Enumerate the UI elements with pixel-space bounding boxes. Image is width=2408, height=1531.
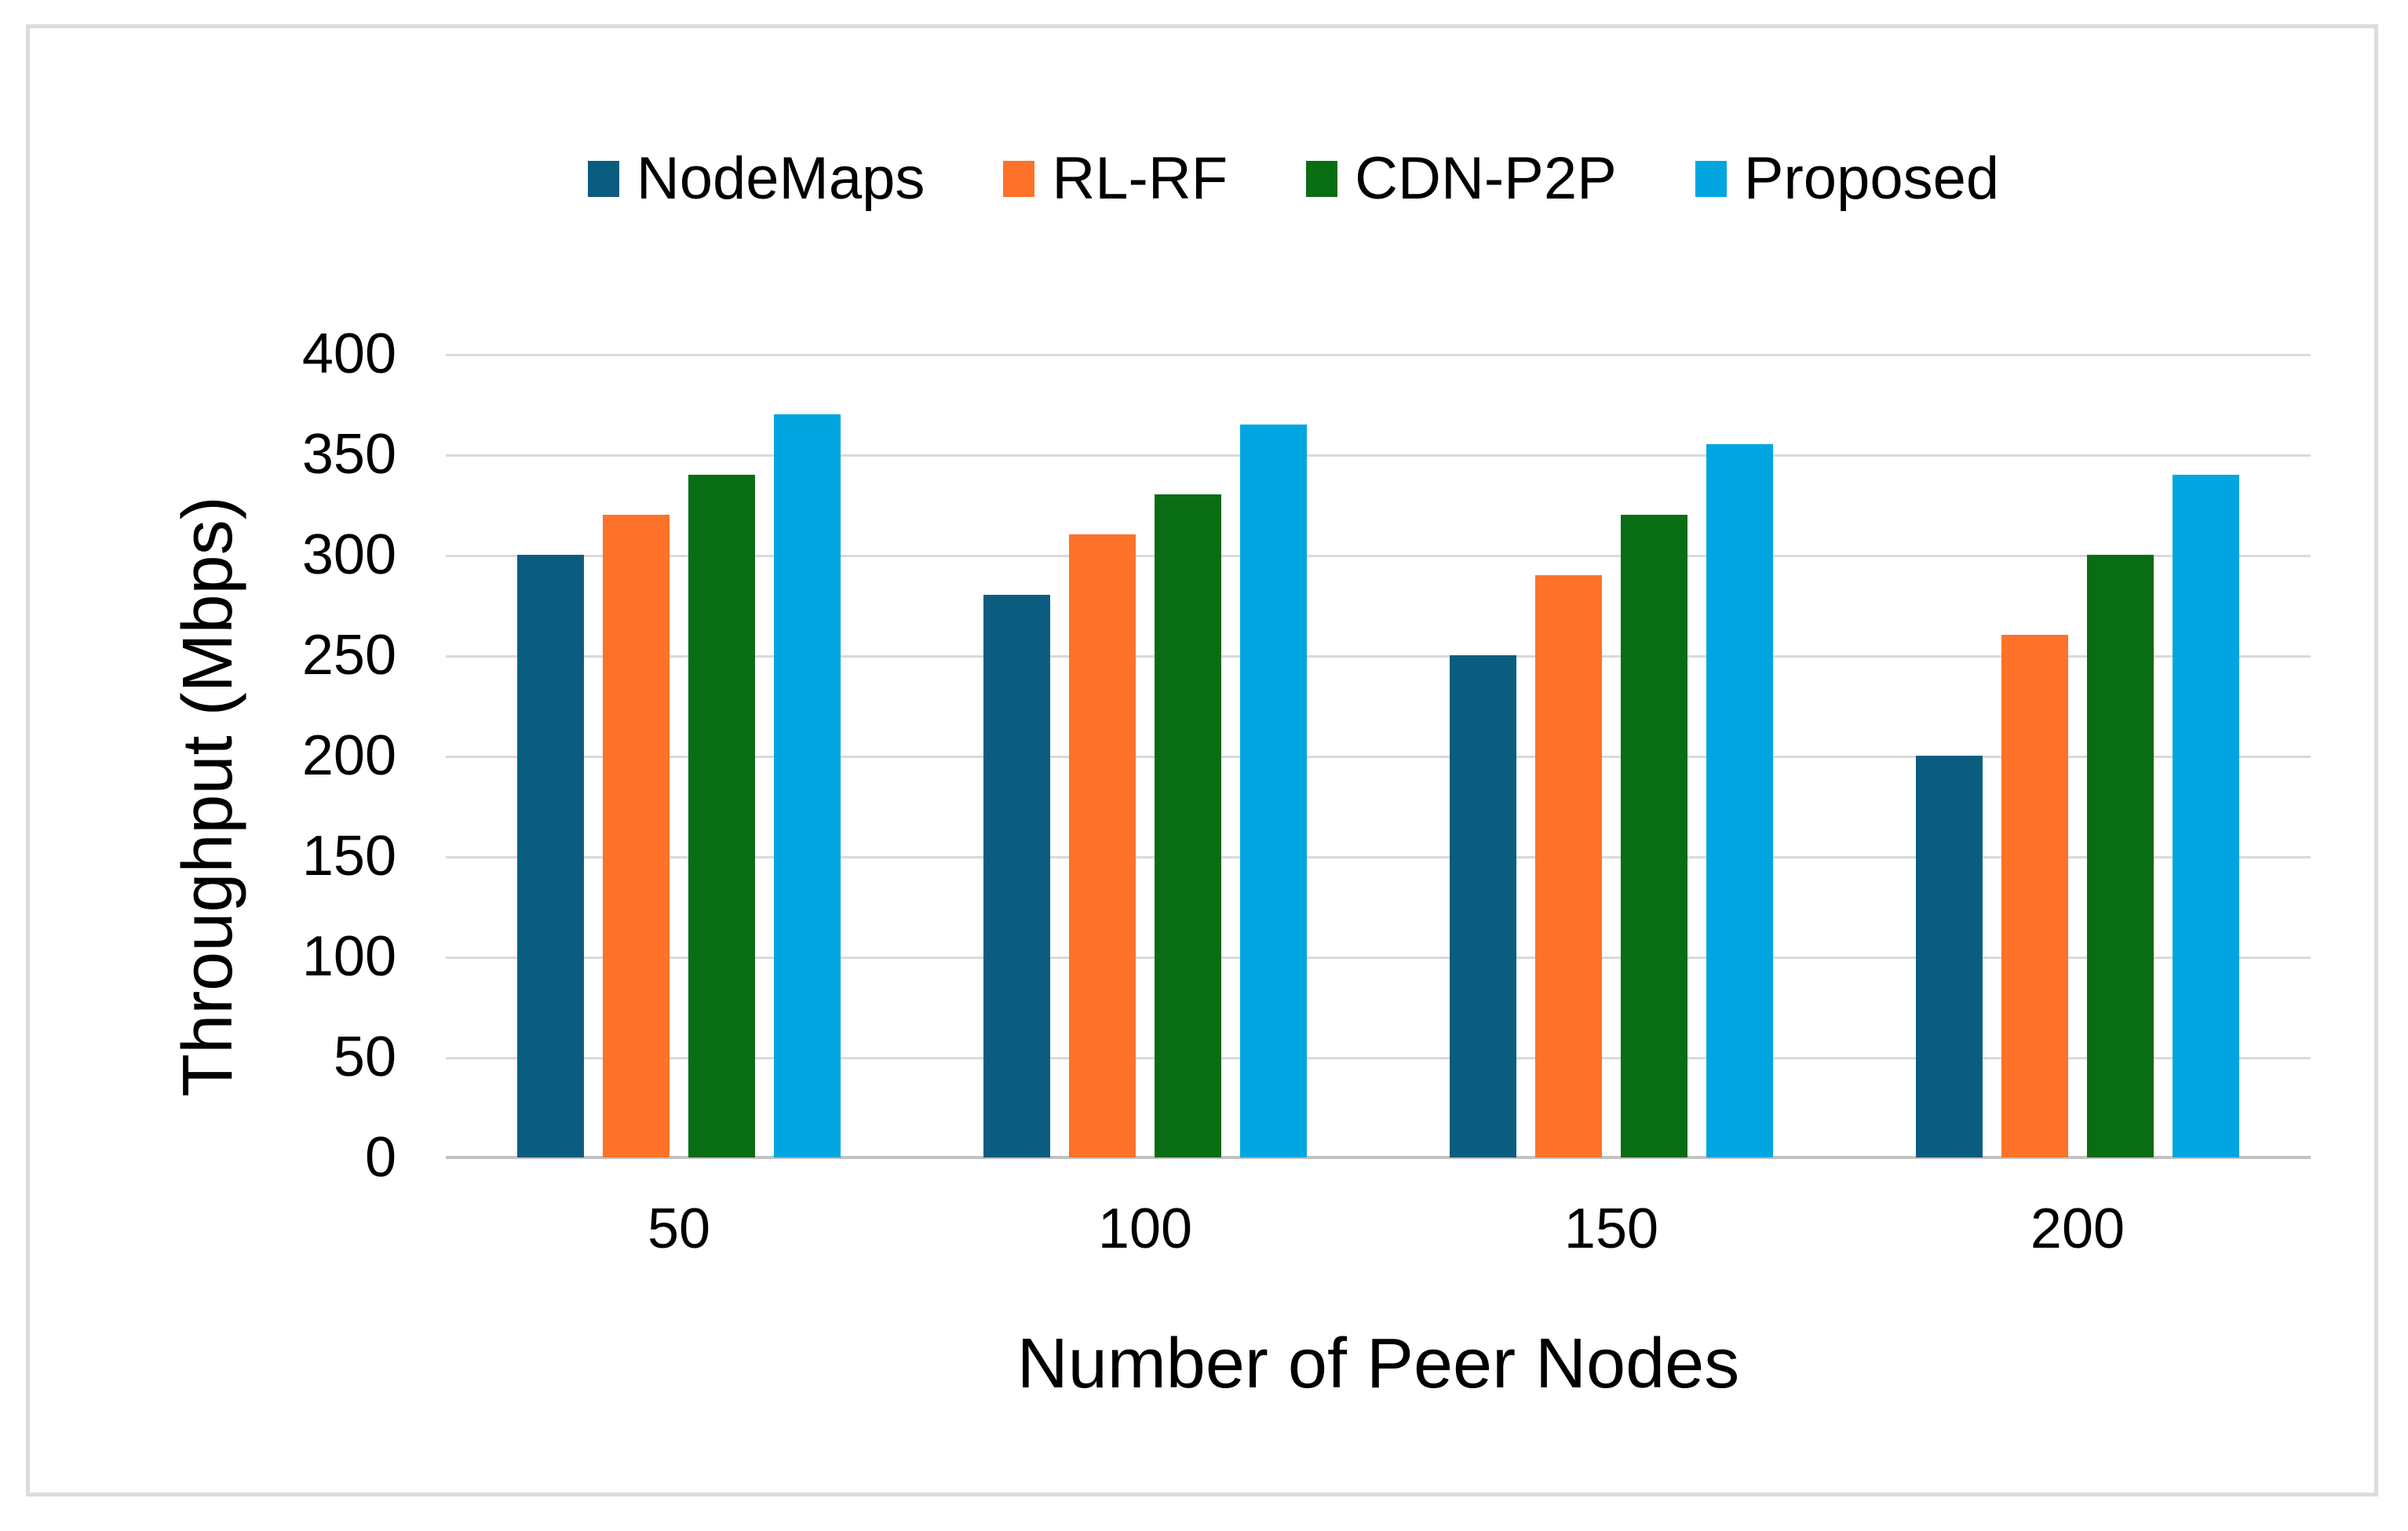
x-tick-label-100: 100 (1097, 1197, 1193, 1260)
bar-Proposed-150 (1706, 444, 1773, 1157)
x-axis-line (446, 1156, 2311, 1159)
legend-item-NodeMaps: NodeMaps (587, 145, 925, 212)
gridline-350 (446, 454, 2311, 457)
bar-RL-RF-50 (603, 514, 669, 1157)
bar-NodeMaps-150 (1450, 655, 1516, 1157)
bar-NodeMaps-50 (517, 555, 584, 1157)
gridline-300 (446, 555, 2311, 557)
gridline-200 (446, 756, 2311, 758)
bar-CDN-P2P-200 (2087, 555, 2154, 1157)
gridline-50 (446, 1057, 2311, 1059)
y-tick-label-350: 350 (301, 423, 396, 486)
y-tick-label-300: 300 (301, 523, 396, 586)
bar-CDN-P2P-150 (1621, 514, 1687, 1157)
y-tick-label-100: 100 (301, 925, 396, 988)
legend-swatch-icon-Proposed (1695, 161, 1727, 197)
legend-swatch-icon-NodeMaps (587, 161, 619, 197)
bar-Proposed-200 (2173, 474, 2239, 1157)
bar-RL-RF-150 (1535, 574, 1602, 1157)
bar-CDN-P2P-50 (688, 474, 755, 1157)
legend-item-RL-RF: RL-RF (1003, 149, 1228, 209)
legend-label-RL-RF: RL-RF (1052, 145, 1228, 212)
y-tick-label-0: 0 (364, 1126, 396, 1189)
y-tick-label-400: 400 (301, 323, 396, 385)
x-tick-label-200: 200 (2030, 1197, 2125, 1260)
bar-Proposed-100 (1240, 424, 1307, 1157)
legend-swatch-icon-RL-RF (1003, 161, 1035, 197)
y-tick-label-250: 250 (301, 624, 396, 687)
legend-label-NodeMaps: NodeMaps (636, 145, 925, 212)
chart-legend: NodeMaps RL-RF CDN-P2P Proposed (361, 144, 2226, 214)
bar-RL-RF-100 (1069, 534, 1136, 1157)
gridline-150 (446, 856, 2311, 858)
plot-area (446, 354, 2311, 1159)
gridline-100 (446, 957, 2311, 959)
legend-label-CDN-P2P: CDN-P2P (1355, 145, 1617, 212)
bar-Proposed-50 (774, 414, 841, 1157)
x-tick-label-50: 50 (647, 1197, 711, 1260)
legend-item-Proposed: Proposed (1695, 149, 1999, 209)
bar-CDN-P2P-100 (1155, 494, 1221, 1157)
legend-item-CDN-P2P: CDN-P2P (1306, 149, 1617, 209)
bar-NodeMaps-200 (1916, 756, 1983, 1157)
legend-swatch-icon-CDN-P2P (1306, 161, 1338, 197)
gridline-250 (446, 655, 2311, 658)
legend-label-Proposed: Proposed (1743, 145, 2000, 212)
x-tick-label-150: 150 (1563, 1197, 1659, 1260)
gridline-400 (446, 354, 2311, 356)
x-axis-title: Number of Peer Nodes (1016, 1325, 1740, 1403)
y-tick-label-150: 150 (301, 825, 396, 888)
y-tick-label-200: 200 (301, 724, 396, 787)
bar-NodeMaps-100 (983, 595, 1050, 1157)
bar-RL-RF-200 (2001, 635, 2068, 1157)
y-tick-label-50: 50 (333, 1026, 396, 1088)
